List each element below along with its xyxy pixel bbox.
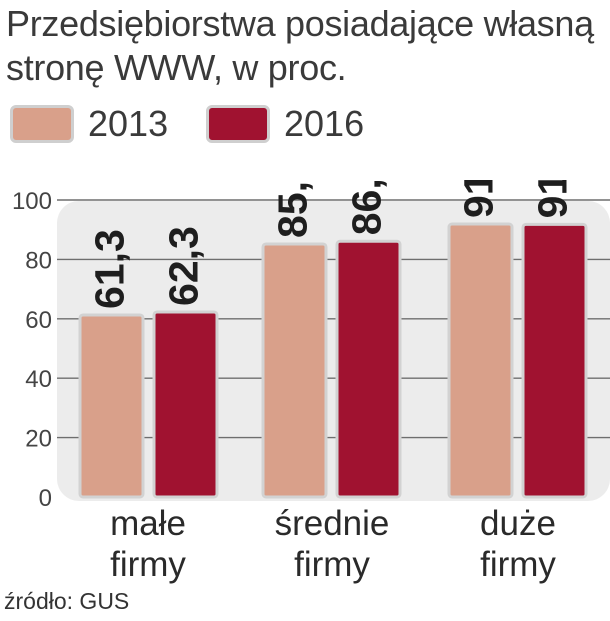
legend-label-2016: 2016 — [284, 103, 365, 144]
legend-item-2016: 2016 — [206, 102, 364, 146]
y-tick-label-20: 20 — [25, 426, 52, 453]
category-label-1-0: średnie — [275, 504, 390, 543]
y-tick-label-40: 40 — [25, 366, 52, 393]
legend-swatch-2016 — [206, 105, 270, 143]
chart-title-line-2: stronę WWW, w proc. — [6, 47, 347, 88]
y-tick-label-60: 60 — [25, 307, 52, 334]
y-tick-label-100: 100 — [12, 188, 52, 215]
data-label-2013-0: 61,3 — [87, 229, 133, 309]
bar-2016-2 — [521, 222, 588, 499]
legend-swatch-2013 — [10, 105, 74, 143]
data-label-2016-1: 86,1 — [344, 180, 390, 235]
bar-2016-0 — [152, 310, 219, 499]
category-label-2-0: duże — [480, 504, 556, 543]
data-label-2013-1: 85,2 — [270, 180, 316, 238]
category-label-0-1: firmy — [110, 545, 186, 584]
bar-2013-0 — [78, 313, 145, 499]
data-label-2013-2: 91,9 — [456, 180, 502, 218]
legend-label-2013: 2013 — [88, 103, 169, 144]
chart-title-line-1: Przedsiębiorstwa posiadające własną — [6, 3, 594, 44]
source-note: źródło: GUS — [4, 588, 130, 614]
category-label-1-1: firmy — [294, 545, 370, 584]
category-label-2-1: firmy — [480, 545, 556, 584]
bar-2013-1 — [261, 242, 328, 499]
y-tick-label-0: 0 — [39, 485, 52, 512]
chart-title: Przedsiębiorstwa posiadające własną stro… — [6, 2, 606, 90]
data-label-2016-2: 91,8 — [530, 180, 576, 218]
y-tick-label-80: 80 — [25, 247, 52, 274]
bar-2016-1 — [335, 239, 402, 499]
bar-2013-2 — [447, 222, 514, 499]
data-label-2016-0: 62,3 — [161, 226, 207, 306]
bar-chart: 0 20 40 60 80 100 61,3 85,2 91,9 62,3 86,1 91,8 małe… — [12, 180, 610, 584]
legend-item-2013: 2013 — [10, 102, 168, 146]
category-label-0-0: małe — [110, 504, 186, 543]
